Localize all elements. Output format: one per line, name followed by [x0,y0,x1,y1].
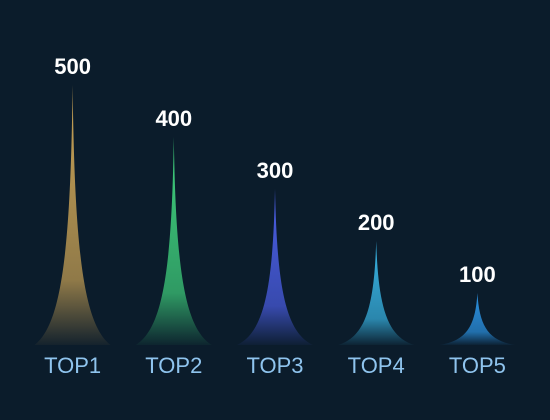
category-label: TOP2 [145,353,202,378]
value-label: 100 [459,262,496,287]
category-label: TOP4 [348,353,405,378]
spike-bar [135,137,212,345]
spike-bar [34,85,111,345]
spike-bar [439,293,516,345]
category-label: TOP1 [44,353,101,378]
spike-bar [237,189,313,345]
spike-bar [338,241,415,345]
value-label: 300 [257,158,294,183]
value-label: 200 [358,210,395,235]
value-label: 500 [54,54,91,79]
value-label: 400 [155,106,192,131]
category-label: TOP5 [449,353,506,378]
category-label: TOP3 [246,353,303,378]
